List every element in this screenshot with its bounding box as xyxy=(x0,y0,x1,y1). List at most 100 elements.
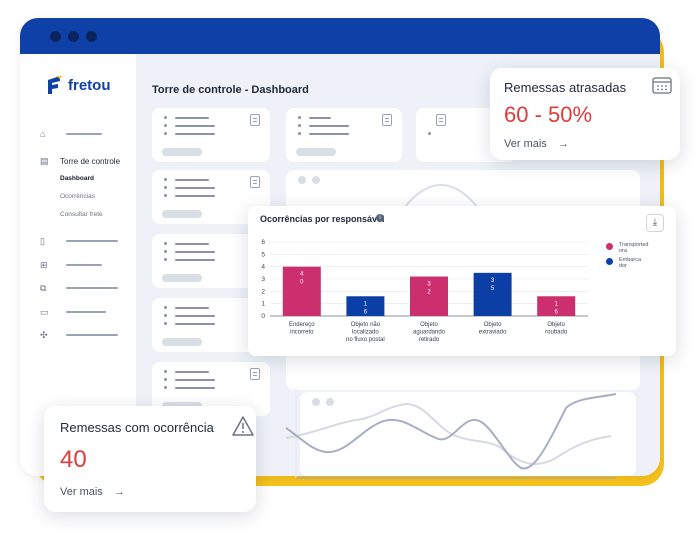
x-tick-label: aguardando xyxy=(413,330,446,336)
bar-data-label: 1 xyxy=(555,301,559,307)
y-tick-label: 0 xyxy=(261,313,265,320)
legend-item[interactable]: Transported ora xyxy=(606,242,655,254)
sidebar-item-cart[interactable]: ⊞ xyxy=(40,260,102,270)
bar[interactable] xyxy=(346,296,385,316)
x-tick-label: extraviado xyxy=(479,330,507,336)
logo[interactable]: fretou xyxy=(48,76,111,94)
placeholder-line xyxy=(164,378,215,381)
placeholder-line xyxy=(164,194,215,197)
x-tick-label: Endereço xyxy=(289,322,315,328)
sidebar-item-home[interactable]: ⌂ xyxy=(40,129,102,139)
page-title: Torre de controle - Dashboard xyxy=(152,84,309,96)
sidebar-item-dashboard-group[interactable]: ▤ xyxy=(40,156,50,166)
document-icon xyxy=(250,176,260,188)
placeholder-line xyxy=(164,242,209,245)
bar-data-label: 6 xyxy=(364,309,368,315)
window-dot[interactable] xyxy=(50,31,61,42)
info-icon[interactable]: i xyxy=(376,214,384,222)
placeholder-pill xyxy=(296,148,336,156)
sidebar-item-consultar-frete[interactable]: Consultar frete xyxy=(60,211,103,218)
placeholder-line xyxy=(428,132,431,135)
sidebar-item-placeholder xyxy=(66,240,118,242)
placeholder-line xyxy=(164,250,215,253)
bottom-chart-card xyxy=(300,392,636,476)
occurrence-title: Remessas com ocorrência xyxy=(60,420,214,435)
placeholder-pill xyxy=(162,338,202,346)
card-icon: ▭ xyxy=(40,307,49,317)
sidebar-item-placeholder xyxy=(66,311,106,313)
sidebar-item-puzzle[interactable]: ✣ xyxy=(40,330,118,340)
logo-text: fretou xyxy=(68,76,111,94)
arrow-right-icon: → xyxy=(113,486,125,498)
placeholder-pill xyxy=(162,274,202,282)
x-tick-label: localizado xyxy=(352,330,379,336)
occurrence-see-more-link[interactable]: Ver mais → xyxy=(60,486,125,498)
bar-data-label: 6 xyxy=(555,309,559,315)
bottom-line-chart xyxy=(285,388,617,479)
placeholder-pill xyxy=(162,148,202,156)
sidebar-item-ocorrencias[interactable]: Ocorrências xyxy=(60,193,96,200)
calendar-icon xyxy=(652,77,672,94)
fretou-logo-icon xyxy=(48,76,62,94)
y-tick-label: 6 xyxy=(261,239,265,246)
placeholder-pill xyxy=(162,210,202,218)
sidebar-item-card[interactable]: ▭ xyxy=(40,307,106,317)
bar-data-label: 0 xyxy=(300,280,304,286)
bar[interactable] xyxy=(537,296,576,316)
legend-label: Embarca dor xyxy=(619,257,642,269)
home-icon: ⌂ xyxy=(40,129,46,139)
bar-data-label: 3 xyxy=(491,278,495,284)
sidebar-item-documents[interactable]: ▯ xyxy=(40,236,118,246)
placeholder-card[interactable] xyxy=(152,108,270,162)
placeholder-line xyxy=(164,186,215,189)
legend-item[interactable]: Embarca dor xyxy=(606,257,655,269)
delayed-title: Remessas atrasadas xyxy=(504,80,627,95)
y-tick-label: 1 xyxy=(261,301,265,308)
bar-data-label: 2 xyxy=(427,290,431,296)
download-button[interactable]: ⤓ xyxy=(646,214,664,232)
delayed-value: 60 - 50% xyxy=(504,102,593,127)
sidebar-section-title[interactable]: Torre de controle xyxy=(60,157,121,166)
window-dot[interactable] xyxy=(68,31,79,42)
sidebar: fretou ⌂ ▤ Torre de controle Dashboard O… xyxy=(20,54,136,476)
occurrence-shipments-card[interactable]: Remessas com ocorrência 40 Ver mais → xyxy=(44,406,256,512)
placeholder-line xyxy=(164,370,209,373)
placeholder-line xyxy=(164,178,209,181)
y-tick-label: 2 xyxy=(261,288,265,295)
legend-swatch xyxy=(606,258,613,265)
puzzle-icon: ✣ xyxy=(40,330,48,340)
occurrence-value: 40 xyxy=(60,446,87,473)
delayed-shipments-card[interactable]: Remessas atrasadas 60 - 50% Ver mais → xyxy=(490,68,680,160)
window-dot[interactable] xyxy=(86,31,97,42)
y-tick-label: 5 xyxy=(261,251,265,258)
see-more-label: Ver mais xyxy=(504,138,547,150)
chart-title: Ocorrências por responsável xyxy=(260,214,385,224)
external-icon: ⧉ xyxy=(40,283,47,293)
placeholder-line xyxy=(164,124,215,127)
sidebar-item-placeholder xyxy=(66,133,102,135)
x-tick-label: roubado xyxy=(545,330,568,336)
placeholder-card[interactable] xyxy=(286,108,402,162)
bar-data-label: 3 xyxy=(427,282,431,288)
x-tick-label: retirado xyxy=(419,337,440,343)
document-icon: ▯ xyxy=(40,236,45,246)
occurrences-bar-chart: 0 1 2 3 4 5 6 4 0 Endereço incorreto 1 6 Objeto não lo… xyxy=(261,239,588,343)
x-tick-label: no fluxo postal xyxy=(346,337,385,343)
sidebar-item-dashboard[interactable]: Dashboard xyxy=(60,175,94,182)
bar[interactable] xyxy=(473,272,512,316)
bar[interactable] xyxy=(282,266,321,316)
document-icon xyxy=(436,114,446,126)
arrow-right-icon: → xyxy=(557,138,569,150)
sidebar-item-placeholder xyxy=(66,264,102,266)
delayed-see-more-link[interactable]: Ver mais → xyxy=(504,138,569,150)
bar-data-label: 4 xyxy=(300,272,304,278)
occurrences-chart-card: Ocorrências por responsável i ⤓ 0 1 2 3 4 5 6 4… xyxy=(248,206,676,356)
window-dot xyxy=(326,398,334,406)
legend-swatch xyxy=(606,243,613,250)
sidebar-item-external[interactable]: ⧉ xyxy=(40,283,118,293)
document-icon xyxy=(382,114,392,126)
sidebar-item-placeholder xyxy=(66,287,118,289)
bar[interactable] xyxy=(410,276,448,316)
placeholder-line xyxy=(164,306,209,309)
placeholder-line xyxy=(164,258,215,261)
